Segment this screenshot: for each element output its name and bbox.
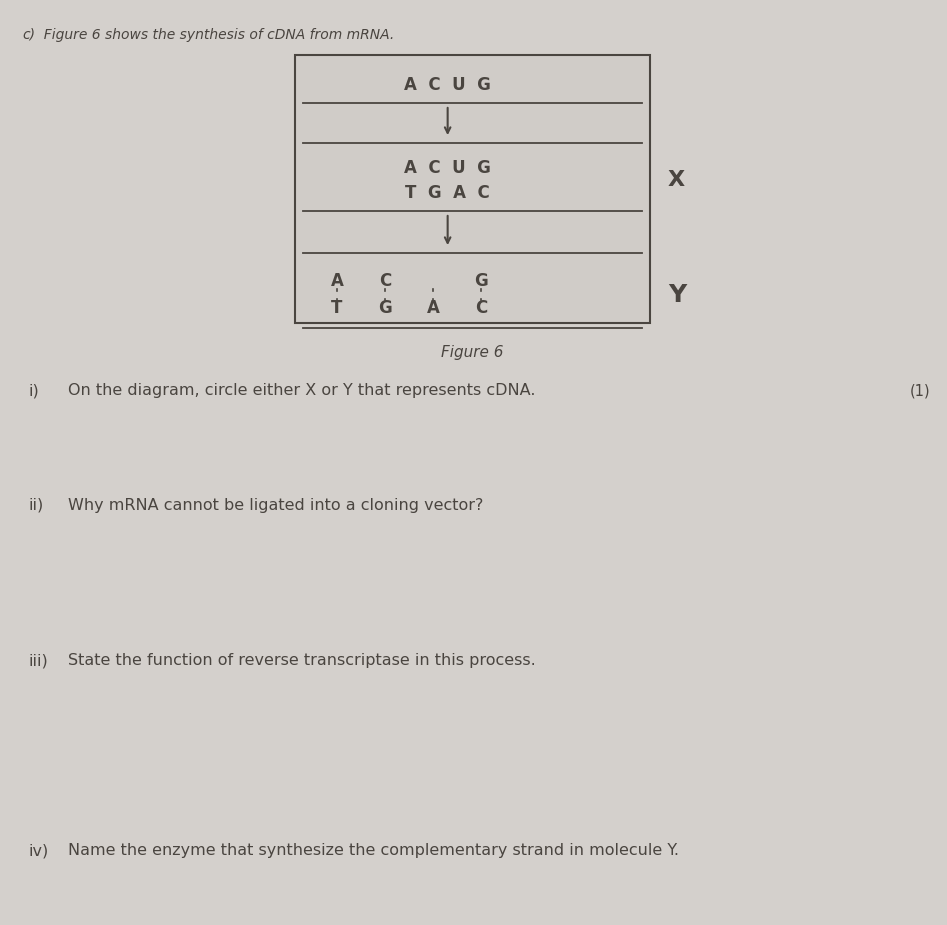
Text: On the diagram, circle either X or Y that represents cDNA.: On the diagram, circle either X or Y tha… xyxy=(68,383,535,398)
Text: A  C  U  G: A C U G xyxy=(404,76,491,94)
Text: c): c) xyxy=(22,28,35,42)
Text: A: A xyxy=(426,299,439,317)
Text: G: G xyxy=(378,299,392,317)
Text: Y: Y xyxy=(668,282,687,306)
Text: T  G  A  C: T G A C xyxy=(405,184,490,202)
Text: i): i) xyxy=(28,383,39,398)
Text: A  C  U  G: A C U G xyxy=(404,159,491,177)
Bar xyxy=(295,55,650,323)
Text: T: T xyxy=(331,299,343,317)
Text: State the function of reverse transcriptase in this process.: State the function of reverse transcript… xyxy=(68,653,536,668)
Text: ii): ii) xyxy=(28,498,44,513)
Text: Figure 6: Figure 6 xyxy=(441,345,504,360)
Text: C: C xyxy=(379,272,391,290)
Text: G: G xyxy=(474,272,488,290)
Text: iv): iv) xyxy=(28,843,48,858)
Text: Figure 6 shows the synthesis of cDNA from mRNA.: Figure 6 shows the synthesis of cDNA fro… xyxy=(35,28,394,42)
Text: Name the enzyme that synthesize the complementary strand in molecule Y.: Name the enzyme that synthesize the comp… xyxy=(68,843,679,858)
Text: A: A xyxy=(331,272,344,290)
Text: (1): (1) xyxy=(909,383,930,398)
Text: X: X xyxy=(668,170,685,191)
Text: C: C xyxy=(474,299,487,317)
Text: Why mRNA cannot be ligated into a cloning vector?: Why mRNA cannot be ligated into a clonin… xyxy=(68,498,483,513)
Text: iii): iii) xyxy=(28,653,47,668)
